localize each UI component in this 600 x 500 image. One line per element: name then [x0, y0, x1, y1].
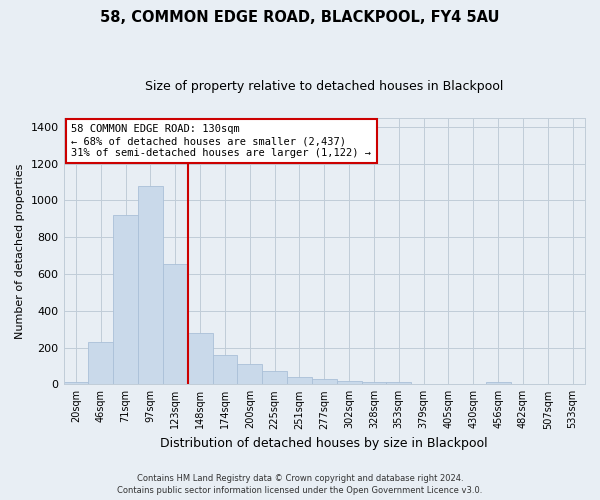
X-axis label: Distribution of detached houses by size in Blackpool: Distribution of detached houses by size … [160, 437, 488, 450]
Bar [188, 333, 212, 384]
Bar [64, 382, 88, 384]
Bar [212, 355, 238, 384]
Bar [287, 377, 312, 384]
Bar [138, 186, 163, 384]
Bar [88, 342, 113, 384]
Bar [113, 215, 138, 384]
Text: 58 COMMON EDGE ROAD: 130sqm
← 68% of detached houses are smaller (2,437)
31% of : 58 COMMON EDGE ROAD: 130sqm ← 68% of det… [71, 124, 371, 158]
Text: Contains HM Land Registry data © Crown copyright and database right 2024.
Contai: Contains HM Land Registry data © Crown c… [118, 474, 482, 495]
Bar [262, 372, 287, 384]
Bar [312, 379, 337, 384]
Text: 58, COMMON EDGE ROAD, BLACKPOOL, FY4 5AU: 58, COMMON EDGE ROAD, BLACKPOOL, FY4 5AU [100, 10, 500, 25]
Title: Size of property relative to detached houses in Blackpool: Size of property relative to detached ho… [145, 80, 503, 93]
Bar [238, 364, 262, 384]
Y-axis label: Number of detached properties: Number of detached properties [15, 164, 25, 338]
Bar [337, 380, 362, 384]
Bar [163, 264, 188, 384]
Bar [362, 382, 386, 384]
Bar [386, 382, 411, 384]
Bar [485, 382, 511, 384]
